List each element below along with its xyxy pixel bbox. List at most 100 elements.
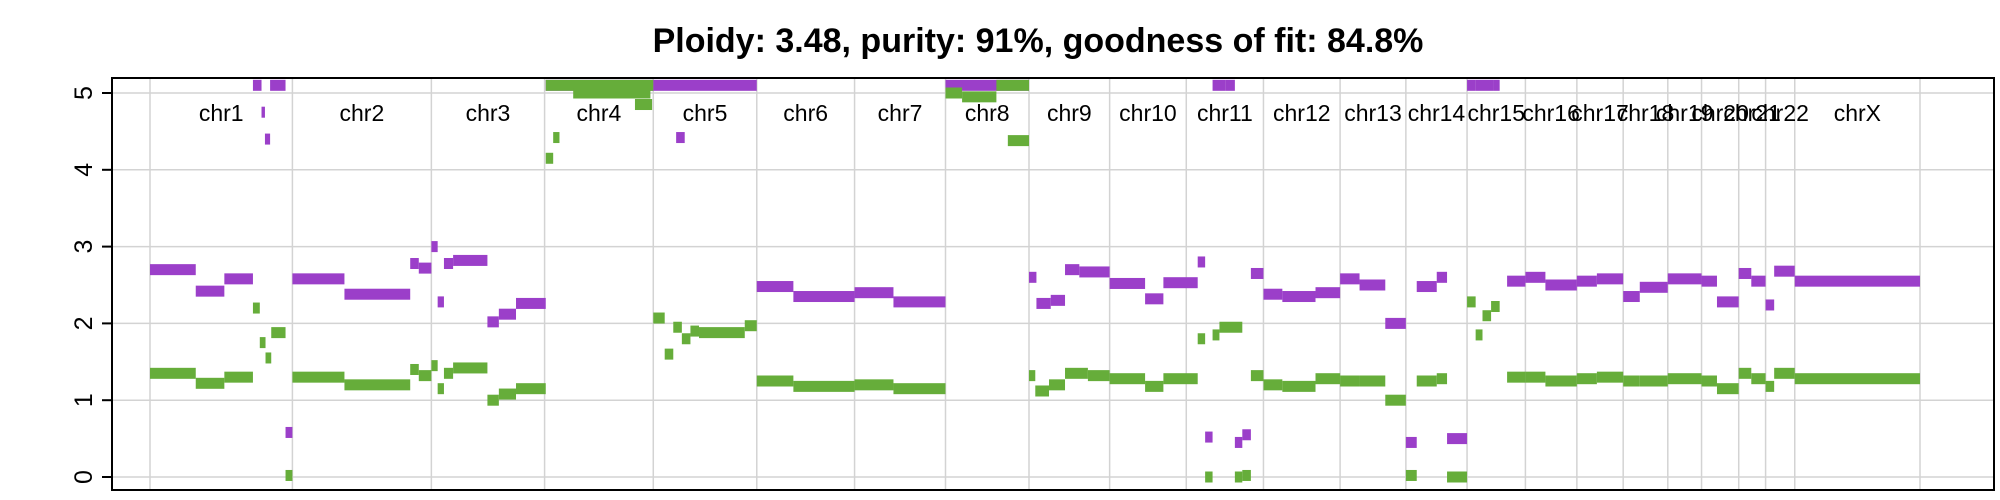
minor-cn-segment: [1385, 394, 1406, 406]
minor-cn-segment: [793, 380, 855, 392]
total-cn-segment: [653, 79, 757, 91]
total-cn-segment: [443, 257, 454, 269]
minor-cn-segment: [1467, 296, 1476, 308]
minor-cn-segment: [1405, 469, 1417, 481]
total-cn-segment: [1242, 429, 1251, 441]
chromosome-label: chr20: [1691, 100, 1749, 126]
minor-cn-segment: [1065, 367, 1088, 379]
total-cn-segment: [1623, 291, 1640, 303]
minor-cn-segment: [1359, 375, 1386, 387]
total-cn-segment: [1282, 291, 1316, 303]
total-cn-segment: [1163, 277, 1198, 289]
y-tick-label: 0: [70, 470, 98, 484]
minor-cn-segment: [664, 348, 674, 360]
total-cn-segment: [1109, 277, 1146, 289]
total-cn-segment: [1447, 433, 1468, 445]
minor-cn-segment: [1576, 373, 1597, 385]
total-cn-segment: [344, 288, 411, 300]
y-tick-label: 1: [70, 393, 98, 407]
total-cn-segment: [1197, 256, 1206, 268]
minor-cn-segment: [1340, 375, 1360, 387]
chromosome-label: chr12: [1273, 100, 1331, 126]
total-cn-segment: [224, 273, 253, 285]
chromosome-label: chr10: [1119, 100, 1177, 126]
minor-cn-segment: [1416, 375, 1437, 387]
total-cn-segment: [516, 297, 546, 309]
chromosome-label: chr16: [1522, 100, 1580, 126]
minor-cn-segment: [150, 367, 196, 379]
minor-cn-segment: [271, 327, 286, 339]
total-cn-segment: [487, 316, 499, 328]
total-cn-segment: [1028, 271, 1037, 283]
y-tick-label: 2: [70, 316, 98, 330]
minor-cn-segment: [292, 371, 345, 383]
total-cn-segment: [150, 264, 196, 276]
minor-cn-segment: [893, 383, 946, 395]
minor-cn-segment: [1623, 375, 1640, 387]
chromosome-labels: chr1 chr2 chr3 chr4 chr5 chr6 chr7 chr8 chr9 chr1…: [199, 100, 1881, 126]
total-cn-segment: [1065, 264, 1080, 276]
total-cn-segment: [1545, 279, 1577, 291]
minor-cn-segment: [1250, 370, 1264, 382]
total-cn-segment: [1385, 317, 1406, 329]
minor-cn-segment: [945, 87, 963, 99]
chromosome-label: chr1: [199, 100, 244, 126]
total-cn-segment: [1475, 79, 1494, 91]
minor-cn-segment: [516, 383, 546, 395]
minor-cn-segment: [1765, 380, 1775, 392]
chromosome-label: chr2: [340, 100, 385, 126]
total-cn-segment: [854, 287, 894, 299]
minor-cn-segment: [1109, 373, 1146, 385]
minor-cn-segment: [1263, 379, 1283, 391]
total-cn-segment: [292, 273, 345, 285]
total-cn-segment: [270, 79, 286, 91]
total-cn-segment: [1050, 294, 1066, 306]
minor-cn-segment: [252, 302, 260, 314]
total-cn-segment: [410, 257, 419, 269]
total-cn-segment: [1036, 297, 1051, 309]
minor-cn-segment: [1436, 373, 1448, 385]
minor-cn-segment: [756, 375, 794, 387]
chart-title: Ploidy: 3.48, purity: 91%, goodness of f…: [653, 22, 1424, 60]
minor-cn-segment: [1219, 321, 1243, 333]
minor-cn-segment: [259, 337, 266, 349]
total-cn-segment: [1576, 275, 1597, 287]
minor-cn-segment: [1475, 329, 1483, 341]
minor-cn-segment: [653, 312, 665, 324]
minor-cn-segment: [453, 362, 488, 374]
total-cn-segment: [264, 133, 271, 145]
total-cn-segment: [1716, 296, 1739, 308]
y-tick-label: 3: [70, 240, 98, 254]
total-cn-segment: [1263, 288, 1283, 300]
minor-cn-segment: [545, 79, 654, 91]
total-cn-segment: [1639, 281, 1668, 293]
minor-cn-segment: [1491, 301, 1500, 313]
total-cn-segment: [1738, 267, 1752, 279]
total-cn-segment: [1794, 275, 1920, 287]
minor-cn-segment: [498, 388, 517, 400]
y-axis: 0 1 2 3 4 5: [70, 86, 112, 484]
total-cn-segment: [1315, 287, 1341, 299]
total-cn-segment: [1701, 275, 1717, 287]
minor-cn-segment: [1667, 373, 1702, 385]
minor-cn-segment: [1482, 310, 1492, 322]
total-cn-segment: [1525, 271, 1546, 283]
total-cn-segment: [1467, 79, 1476, 91]
minor-cn-segment: [1738, 367, 1752, 379]
minor-cn-segment: [854, 379, 894, 391]
minor-cn-segment: [1751, 373, 1766, 385]
chromosome-label: chr3: [466, 100, 511, 126]
minor-cn-segment: [1545, 375, 1577, 387]
total-cn-segment: [1340, 273, 1360, 285]
total-cn-segment: [756, 281, 794, 293]
minor-cn-segment: [1447, 471, 1468, 483]
minor-cn-segment: [996, 79, 1029, 91]
total-cn-segment: [1436, 271, 1448, 283]
minor-cn-segment: [690, 325, 700, 337]
minor-cn-segment: [545, 152, 554, 164]
total-cn-segment: [1250, 267, 1264, 279]
total-cn-segment: [793, 291, 855, 303]
minor-cn-segment: [1774, 367, 1795, 379]
chromosome-label: chr4: [577, 100, 622, 126]
chromosome-label: chr13: [1344, 100, 1402, 126]
